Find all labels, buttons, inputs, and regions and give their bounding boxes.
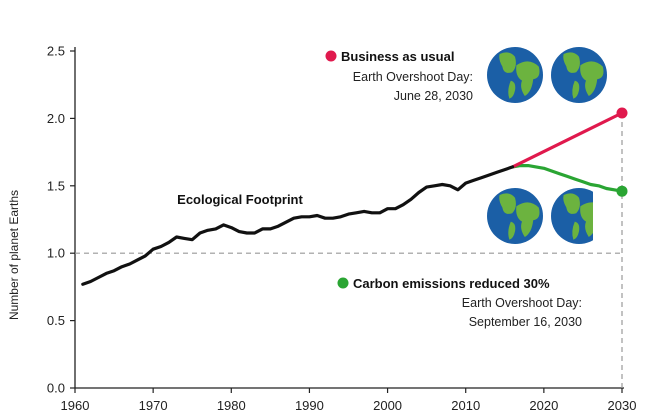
business-as-usual-endpoint (616, 107, 628, 119)
continent (572, 80, 580, 99)
continent (516, 61, 540, 96)
y-tick-label: 1.5 (47, 178, 65, 193)
continent (563, 52, 580, 73)
y-tick-label: 2.0 (47, 111, 65, 126)
x-tick-label: 1990 (295, 398, 324, 413)
business-overshoot-date: June 28, 2030 (394, 89, 473, 103)
ecological-footprint-label: Ecological Footprint (177, 192, 303, 207)
earth-icon (487, 188, 543, 244)
reduced-overshoot-label: Earth Overshoot Day: (462, 296, 582, 310)
business-as-usual-legend-dot (325, 50, 337, 62)
x-tick-label: 2000 (373, 398, 402, 413)
x-tick-label: 1980 (217, 398, 246, 413)
y-tick-label: 1.0 (47, 246, 65, 261)
carbon-reduced-line (510, 164, 624, 193)
carbon-reduced-legend-dot (337, 277, 349, 289)
earth-icons (487, 47, 607, 244)
x-tick-label: 2020 (529, 398, 558, 413)
ecological-footprint-line (81, 165, 515, 286)
x-tick-label: 2030 (608, 398, 637, 413)
continent (572, 221, 580, 240)
axes: 0.0 0.5 1.0 1.5 2.0 2.5 1960 1970 1980 1990 2000 20… (47, 44, 637, 414)
continent (580, 202, 593, 237)
x-tick-label: 1960 (61, 398, 90, 413)
earth-icon (487, 47, 543, 103)
y-tick-label: 2.5 (47, 44, 65, 59)
business-as-usual-title: Business as usual (341, 49, 454, 64)
continent (499, 52, 516, 73)
earth-icon (551, 47, 607, 103)
ocean (551, 188, 593, 244)
continent (508, 80, 516, 99)
earth-icon (551, 188, 593, 244)
reduced-overshoot-date: September 16, 2030 (469, 315, 582, 329)
continent (563, 193, 580, 214)
x-tick-label: 2010 (451, 398, 480, 413)
continent (516, 202, 540, 237)
continent (580, 61, 604, 96)
x-tick-label: 1970 (139, 398, 168, 413)
carbon-reduced-endpoint (616, 185, 628, 197)
business-overshoot-label: Earth Overshoot Day: (353, 70, 473, 84)
continent (499, 193, 516, 214)
continent (508, 221, 516, 240)
y-tick-label: 0.5 (47, 313, 65, 328)
y-axis-label: Number of planet Earths (7, 190, 21, 320)
carbon-reduced-title: Carbon emissions reduced 30% (353, 276, 550, 291)
business-as-usual-line (510, 111, 624, 169)
series-layer (81, 107, 628, 286)
y-tick-label: 0.0 (47, 381, 65, 396)
